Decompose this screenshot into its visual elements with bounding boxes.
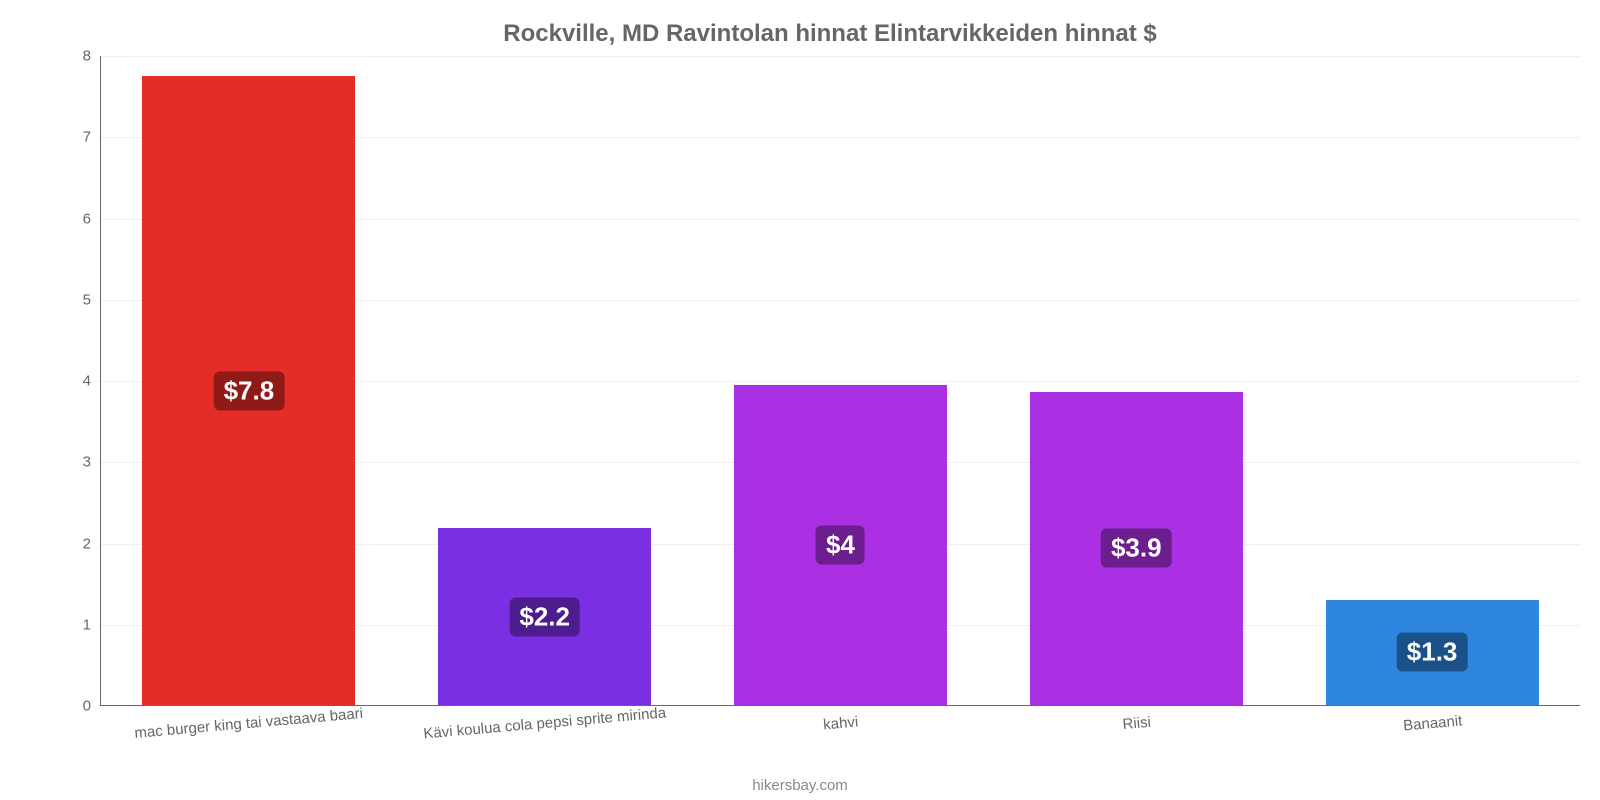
y-tick-label: 4 bbox=[71, 373, 101, 390]
x-axis-label: kahvi bbox=[823, 713, 859, 733]
y-tick-label: 3 bbox=[71, 454, 101, 471]
y-tick-label: 0 bbox=[71, 698, 101, 715]
bar-slot: $4 bbox=[693, 56, 989, 705]
x-axis-label: Riisi bbox=[1122, 714, 1152, 733]
x-axis-label: Kävi koulua cola pepsi sprite mirinda bbox=[423, 704, 667, 742]
y-tick-label: 1 bbox=[71, 616, 101, 633]
bar-value-label: $1.3 bbox=[1397, 633, 1468, 672]
bar-value-label: $2.2 bbox=[509, 597, 580, 636]
y-tick-label: 8 bbox=[71, 48, 101, 65]
x-label-slot: Banaanit bbox=[1284, 715, 1580, 755]
plot-area: $7.8$2.2$4$3.9$1.3 012345678 bbox=[100, 56, 1580, 706]
bar-slot: $3.9 bbox=[988, 56, 1284, 705]
bars-wrap: $7.8 $2.2 $4 $3.9 $1.3 bbox=[101, 56, 1580, 705]
x-label-slot: mac burger king tai vastaava baari bbox=[100, 715, 396, 755]
x-axis-label: Banaanit bbox=[1403, 712, 1463, 734]
y-tick-label: 2 bbox=[71, 535, 101, 552]
bar-chart: Rockville, MD Ravintolan hinnat Elintarv… bbox=[80, 20, 1580, 760]
chart-title: Rockville, MD Ravintolan hinnat Elintarv… bbox=[80, 20, 1580, 48]
x-axis-labels: mac burger king tai vastaava baariKävi k… bbox=[100, 715, 1580, 755]
bar: $4 bbox=[734, 385, 947, 705]
chart-credit: hikersbay.com bbox=[0, 777, 1600, 794]
bar-slot: $1.3 bbox=[1284, 56, 1580, 705]
bar-slot: $2.2 bbox=[397, 56, 693, 705]
bar: $3.9 bbox=[1030, 392, 1243, 705]
bar: $7.8 bbox=[142, 76, 355, 705]
y-tick-label: 7 bbox=[71, 129, 101, 146]
x-label-slot: kahvi bbox=[692, 715, 988, 755]
bar-value-label: $7.8 bbox=[214, 371, 285, 410]
bar: $2.2 bbox=[438, 528, 651, 705]
y-tick-label: 6 bbox=[71, 210, 101, 227]
y-tick-label: 5 bbox=[71, 291, 101, 308]
bar-slot: $7.8 bbox=[101, 56, 397, 705]
bar-value-label: $3.9 bbox=[1101, 529, 1172, 568]
bar: $1.3 bbox=[1326, 600, 1539, 705]
x-label-slot: Kävi koulua cola pepsi sprite mirinda bbox=[396, 715, 692, 755]
x-axis-label: mac burger king tai vastaava baari bbox=[134, 705, 364, 742]
x-label-slot: Riisi bbox=[988, 715, 1284, 755]
bar-value-label: $4 bbox=[816, 525, 865, 564]
